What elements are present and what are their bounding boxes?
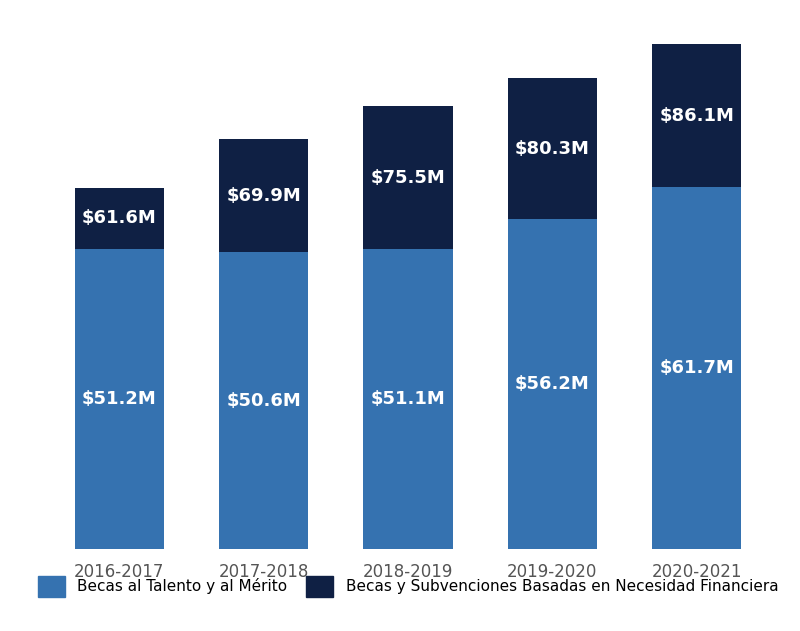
Text: $80.3M: $80.3M (515, 140, 590, 158)
Bar (507, 78, 597, 220)
Text: $50.6M: $50.6M (226, 392, 301, 410)
Bar (652, 187, 742, 549)
Text: $69.9M: $69.9M (226, 187, 301, 204)
Bar (363, 106, 453, 249)
Bar (507, 220, 597, 549)
Text: $86.1M: $86.1M (659, 107, 734, 125)
Bar (219, 139, 309, 252)
Bar (363, 249, 453, 549)
Text: $61.7M: $61.7M (659, 359, 734, 377)
Bar (219, 252, 309, 549)
Text: $51.1M: $51.1M (370, 390, 446, 408)
Bar (74, 188, 164, 249)
Text: $51.2M: $51.2M (82, 390, 157, 408)
Legend: Becas al Talento y al Mérito, Becas y Subvenciones Basadas en Necesidad Financie: Becas al Talento y al Mérito, Becas y Su… (30, 568, 786, 605)
Text: $61.6M: $61.6M (82, 209, 157, 227)
Text: $56.2M: $56.2M (515, 375, 590, 393)
Text: $75.5M: $75.5M (370, 169, 446, 187)
Bar (652, 44, 742, 187)
Bar (74, 249, 164, 549)
